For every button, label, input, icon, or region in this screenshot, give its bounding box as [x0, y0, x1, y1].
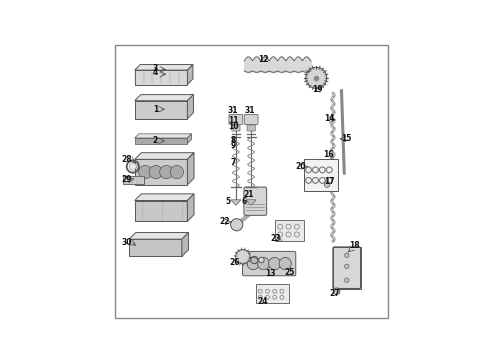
Text: 26: 26 — [229, 258, 240, 267]
Circle shape — [306, 67, 327, 89]
Text: 31: 31 — [228, 106, 238, 115]
Polygon shape — [135, 201, 187, 221]
Circle shape — [170, 166, 183, 179]
Polygon shape — [135, 159, 187, 185]
Polygon shape — [129, 233, 189, 239]
Polygon shape — [187, 134, 192, 144]
Circle shape — [269, 257, 281, 270]
Circle shape — [259, 257, 264, 263]
FancyBboxPatch shape — [333, 247, 361, 288]
Polygon shape — [246, 200, 256, 205]
Text: 20: 20 — [296, 162, 306, 171]
Polygon shape — [135, 194, 194, 201]
Polygon shape — [187, 95, 194, 119]
Text: 22: 22 — [220, 217, 230, 226]
FancyBboxPatch shape — [244, 187, 267, 215]
Circle shape — [139, 166, 152, 179]
FancyBboxPatch shape — [303, 158, 338, 191]
FancyBboxPatch shape — [244, 114, 258, 125]
Text: 29: 29 — [122, 175, 132, 184]
Text: 21: 21 — [243, 190, 254, 199]
Polygon shape — [231, 200, 241, 205]
Circle shape — [324, 182, 330, 187]
Text: 17: 17 — [324, 177, 335, 186]
FancyBboxPatch shape — [243, 251, 296, 276]
Circle shape — [149, 166, 162, 179]
Polygon shape — [135, 134, 192, 138]
Text: 19: 19 — [313, 85, 323, 94]
Circle shape — [258, 257, 270, 270]
Text: 23: 23 — [270, 234, 280, 243]
Text: 1: 1 — [153, 105, 158, 114]
Circle shape — [279, 257, 292, 270]
Circle shape — [160, 166, 173, 179]
Polygon shape — [182, 233, 189, 256]
FancyBboxPatch shape — [123, 176, 145, 184]
Text: 5: 5 — [225, 197, 230, 206]
Circle shape — [344, 278, 349, 283]
Text: 31: 31 — [245, 106, 255, 115]
Polygon shape — [187, 64, 193, 85]
Text: 16: 16 — [323, 150, 333, 159]
Polygon shape — [187, 153, 194, 185]
Text: 6: 6 — [242, 197, 247, 206]
Text: 12: 12 — [258, 55, 269, 64]
Text: 9: 9 — [230, 141, 236, 150]
Text: 4: 4 — [153, 68, 158, 77]
Text: 28: 28 — [122, 154, 132, 163]
Circle shape — [247, 257, 259, 270]
Text: 18: 18 — [349, 241, 360, 250]
Circle shape — [231, 219, 243, 231]
Text: 27: 27 — [330, 289, 341, 298]
Circle shape — [344, 253, 349, 257]
FancyBboxPatch shape — [229, 114, 243, 125]
Circle shape — [129, 163, 136, 170]
Text: 11: 11 — [228, 116, 238, 125]
FancyBboxPatch shape — [247, 125, 255, 131]
Text: 25: 25 — [284, 268, 294, 277]
Text: 13: 13 — [265, 269, 275, 278]
Text: 3: 3 — [153, 64, 158, 73]
FancyBboxPatch shape — [256, 284, 290, 303]
Text: 7: 7 — [230, 158, 236, 167]
Polygon shape — [135, 64, 193, 70]
Text: 14: 14 — [324, 114, 335, 123]
FancyBboxPatch shape — [275, 220, 304, 240]
Polygon shape — [135, 101, 187, 119]
Circle shape — [344, 264, 349, 269]
Text: 2: 2 — [153, 136, 158, 145]
FancyBboxPatch shape — [232, 125, 240, 131]
Text: 30: 30 — [122, 238, 132, 247]
Text: 10: 10 — [228, 122, 238, 131]
Text: 15: 15 — [341, 134, 351, 143]
Circle shape — [236, 249, 250, 264]
Polygon shape — [135, 95, 194, 101]
Polygon shape — [135, 153, 194, 159]
Text: 24: 24 — [258, 297, 269, 306]
Polygon shape — [187, 194, 194, 221]
Polygon shape — [129, 239, 182, 256]
Circle shape — [333, 288, 340, 294]
Text: 8: 8 — [230, 136, 236, 145]
Polygon shape — [135, 138, 187, 144]
Polygon shape — [135, 70, 187, 85]
